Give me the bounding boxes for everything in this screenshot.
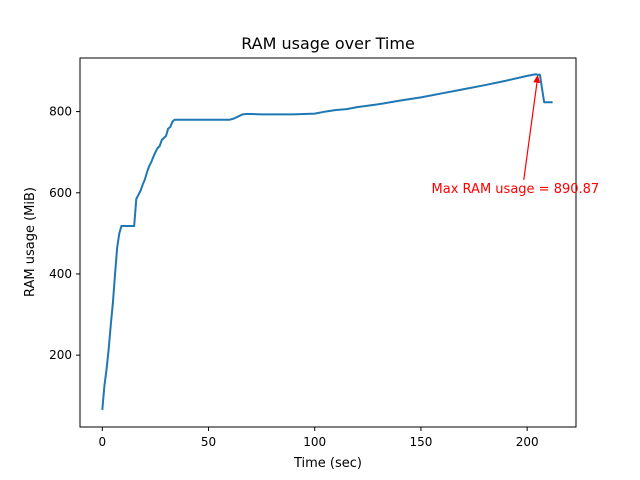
x-axis: 0 50 100 150 200 [98, 427, 539, 449]
x-tick-label: 100 [303, 435, 326, 449]
y-tick-label: 400 [49, 267, 72, 281]
y-axis-label: RAM usage (MiB) [23, 187, 38, 297]
x-tick-label: 50 [201, 435, 216, 449]
max-annotation: Max RAM usage = 890.87 [432, 74, 600, 197]
x-axis-label: Time (sec) [293, 456, 362, 471]
y-tick-label: 200 [49, 348, 72, 362]
x-tick-label: 150 [409, 435, 432, 449]
chart-title: RAM usage over Time [241, 34, 415, 53]
annotation-label: Max RAM usage = 890.87 [432, 182, 600, 197]
y-tick-label: 600 [49, 186, 72, 200]
plot-area [79, 57, 577, 428]
series-line-0 [101, 73, 553, 411]
x-tick-label: 200 [516, 435, 539, 449]
plot-frame [79, 57, 577, 428]
x-tick-label: 0 [98, 435, 106, 449]
annotation-arrowhead [533, 74, 541, 84]
y-axis: 200 400 600 800 [49, 105, 80, 362]
annotation-arrow [523, 76, 539, 180]
y-tick-label: 800 [49, 105, 72, 119]
